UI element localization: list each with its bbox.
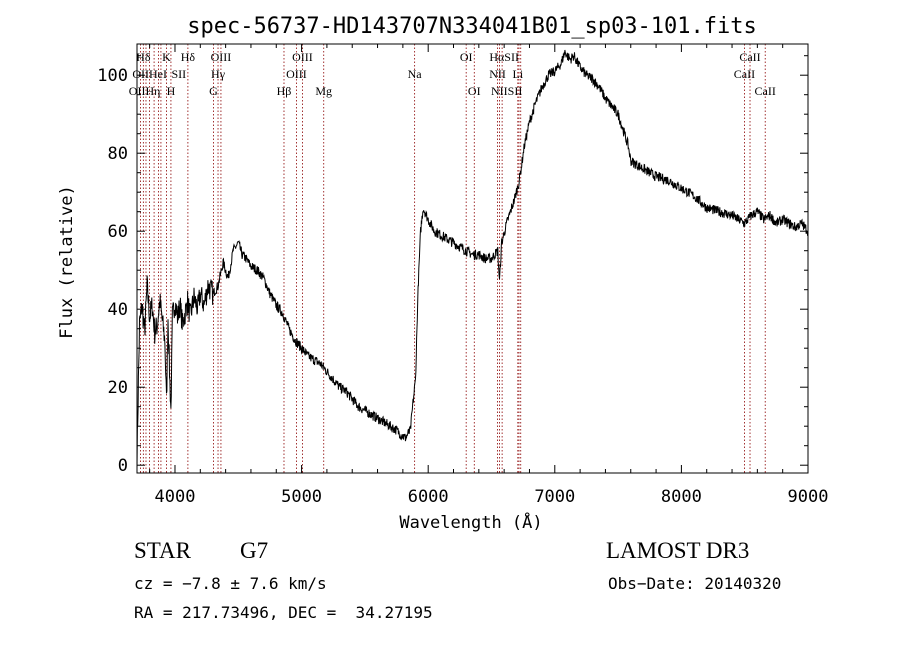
line-label: K [162, 50, 171, 64]
line-label: OIIHη [129, 84, 161, 98]
line-label: Na [408, 67, 423, 81]
line-label: CaII [739, 50, 760, 64]
y-axis-ticks: 0 20 40 60 80 100 [97, 55, 808, 476]
chart-title: spec-56737-HD143707N334041B01_sp03-101.f… [187, 14, 757, 39]
spectral-line-labels: Hδ K Hδ OIII OIII OI HαSII CaII OIIHeI SII Hγ OIII N… [129, 50, 776, 98]
line-label: OIII [292, 50, 313, 64]
line-label: OI [460, 50, 473, 64]
y-tick-label: 80 [108, 144, 128, 164]
line-label: CaII [734, 67, 755, 81]
x-tick-label: 4000 [155, 487, 196, 507]
line-label: SII [171, 67, 186, 81]
y-axis-label: Flux (relative) [57, 185, 77, 339]
line-label: Hβ [277, 84, 292, 98]
x-tick-label: 9000 [788, 487, 829, 507]
coordinates: RA = 217.73496, DEC = 34.27195 [134, 603, 433, 622]
line-label: Hδ [181, 50, 196, 64]
y-tick-label: 40 [108, 300, 128, 320]
line-label: H [167, 84, 176, 98]
survey-label: LAMOST DR3 [606, 538, 750, 563]
line-label: G [209, 84, 218, 98]
x-axis-label: Wavelength (Å) [399, 511, 542, 533]
line-label: Li [512, 67, 523, 81]
x-tick-label: 5000 [281, 487, 322, 507]
y-tick-label: 100 [97, 66, 128, 86]
observation-date: Obs−Date: 20140320 [608, 574, 782, 593]
line-label: Mg [315, 84, 332, 98]
plot-frame [136, 43, 809, 474]
line-label: Hγ [211, 67, 226, 81]
x-tick-label: 7000 [534, 487, 575, 507]
x-tick-label: 6000 [408, 487, 449, 507]
x-axis-ticks: 4000 5000 6000 7000 8000 9000 [149, 44, 829, 507]
line-label: Hδ [136, 50, 151, 64]
object-subclass: G7 [240, 538, 269, 563]
line-label: CaII [755, 84, 776, 98]
spectral-line-markers [140, 44, 766, 473]
line-label: HαSII [489, 50, 519, 64]
y-tick-label: 20 [108, 378, 128, 398]
x-tick-label: 8000 [661, 487, 702, 507]
object-class: STAR [134, 538, 191, 563]
line-label: OI [468, 84, 481, 98]
redshift-cz: cz = −7.8 ± 7.6 km/s [134, 574, 327, 593]
y-tick-label: 0 [118, 456, 128, 476]
line-label: OIIHeI [132, 67, 167, 81]
line-label: NII [489, 67, 506, 81]
line-label: NIISII [491, 84, 522, 98]
flux-series-line [136, 49, 809, 470]
line-label: OIII [211, 50, 232, 64]
y-tick-label: 60 [108, 222, 128, 242]
line-label: OIII [286, 67, 307, 81]
